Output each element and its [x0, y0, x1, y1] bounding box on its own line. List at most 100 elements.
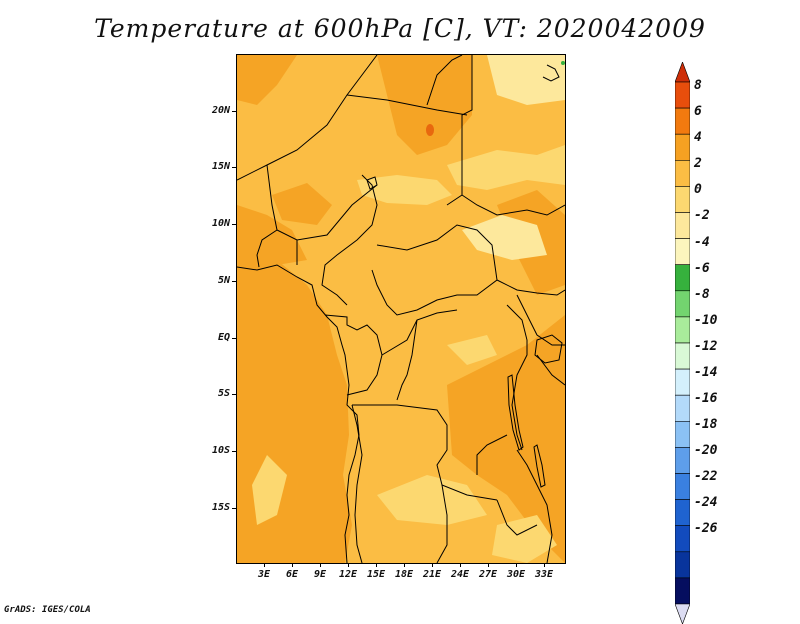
- lon-tick-mark: [320, 563, 321, 567]
- field-pale-band-3: [462, 215, 547, 260]
- colorbar-segment: [675, 577, 690, 605]
- border-18: [506, 304, 528, 451]
- colorbar-segment: [675, 238, 690, 266]
- lat-tick-mark: [232, 224, 236, 225]
- lon-tick-label: 27E: [478, 569, 498, 580]
- field-north-orange-2: [377, 55, 472, 155]
- lon-tick-label: 21E: [422, 569, 442, 580]
- border-14: [351, 404, 363, 563]
- lon-tick-label: 3E: [257, 569, 271, 580]
- coast-east: [542, 64, 560, 82]
- field-green-spot: [561, 61, 565, 65]
- field-hot-spot: [426, 124, 434, 136]
- border-19: [536, 354, 565, 386]
- colorbar-segment: [675, 447, 690, 474]
- colorbar-segment: [675, 342, 690, 370]
- lon-tick-mark: [544, 563, 545, 567]
- border-23: [256, 229, 278, 268]
- lat-tick-label: 5N: [217, 275, 230, 286]
- colorbar-label: -22: [694, 469, 718, 484]
- colorbar-label: -2: [694, 208, 710, 223]
- colorbar-segment: [675, 264, 690, 292]
- border-12: [516, 294, 565, 346]
- colorbar-top-arrow: [675, 62, 690, 83]
- colorbar: [675, 62, 690, 624]
- grads-credit: GrADS: IGES/COLA: [4, 605, 91, 615]
- border-5: [321, 174, 378, 306]
- border-9: [324, 314, 383, 396]
- colorbar-label: -10: [694, 313, 718, 328]
- coastline-west: [237, 264, 360, 563]
- border-21: [426, 55, 463, 106]
- lat-tick-mark: [232, 338, 236, 339]
- field-pale-band-6: [377, 475, 487, 525]
- lon-tick-mark: [264, 563, 265, 567]
- colorbar-segment: [675, 290, 690, 318]
- border-13: [352, 404, 498, 501]
- lat-tick-label: 5S: [217, 388, 230, 399]
- lat-tick-mark: [232, 167, 236, 168]
- lon-tick-label: 9E: [313, 569, 327, 580]
- field-pale-band-2: [447, 145, 565, 190]
- lake-tanganyika: [507, 374, 524, 451]
- border-20: [476, 434, 508, 475]
- lon-tick-mark: [376, 563, 377, 567]
- colorbar-label: -16: [694, 391, 718, 406]
- colorbar-label: -6: [694, 261, 710, 276]
- border-11: [396, 319, 418, 401]
- lon-tick-mark: [460, 563, 461, 567]
- lake-victoria: [534, 334, 563, 364]
- lat-tick-mark: [232, 508, 236, 509]
- temperature-map: [237, 55, 565, 563]
- colorbar-segment: [675, 368, 690, 396]
- colorbar-label: -12: [694, 339, 718, 354]
- lake-chad: [366, 176, 378, 190]
- lon-tick-mark: [432, 563, 433, 567]
- border-6: [371, 224, 498, 316]
- lon-tick-label: 33E: [534, 569, 554, 580]
- map-panel: [236, 54, 566, 564]
- lon-tick-label: 6E: [285, 569, 299, 580]
- lon-tick-mark: [292, 563, 293, 567]
- lon-tick-label: 15E: [366, 569, 386, 580]
- colorbar-segment: [675, 394, 690, 422]
- border-15: [436, 484, 448, 563]
- colorbar-label: -8: [694, 287, 710, 302]
- colorbar-segment: [675, 133, 690, 161]
- colorbar-segment: [675, 107, 690, 135]
- field-blob-orange-1: [272, 183, 332, 225]
- lat-tick-mark: [232, 111, 236, 112]
- field-gulf-orange: [237, 205, 307, 270]
- colorbar-label: 6: [694, 104, 702, 119]
- lat-tick-label: EQ: [217, 332, 230, 343]
- colorbar-label: -4: [694, 235, 710, 250]
- lon-tick-mark: [348, 563, 349, 567]
- colorbar-label: -14: [694, 365, 718, 380]
- colorbar-bottom-arrow: [675, 603, 690, 624]
- colorbar-segment: [675, 186, 690, 213]
- field-east-orange: [447, 315, 565, 563]
- field-pale-band-8: [447, 335, 497, 365]
- lon-tick-label: 12E: [338, 569, 358, 580]
- lat-tick-label: 20N: [211, 105, 230, 116]
- colorbar-segment: [675, 212, 690, 239]
- border-3: [446, 55, 473, 206]
- field-north-orange-1: [237, 55, 297, 105]
- border-16: [516, 449, 553, 563]
- colorbar-label: 2: [694, 156, 702, 171]
- lat-tick-mark: [232, 281, 236, 282]
- colorbar-label: 4: [694, 130, 702, 145]
- colorbar-segment: [675, 551, 690, 579]
- colorbar-segment: [675, 473, 690, 500]
- field-pale-band-5: [252, 455, 287, 525]
- lon-tick-label: 24E: [450, 569, 470, 580]
- colorbar-segment: [675, 525, 690, 553]
- lon-tick-mark: [404, 563, 405, 567]
- map-title: Temperature at 600hPa [C], VT: 202004200…: [94, 14, 706, 43]
- lat-tick-label: 10S: [211, 445, 230, 456]
- colorbar-segment: [675, 499, 690, 527]
- lon-tick-mark: [488, 563, 489, 567]
- colorbar-segment: [675, 160, 690, 187]
- colorbar-label: -24: [694, 495, 718, 510]
- colorbar-label: -26: [694, 521, 718, 536]
